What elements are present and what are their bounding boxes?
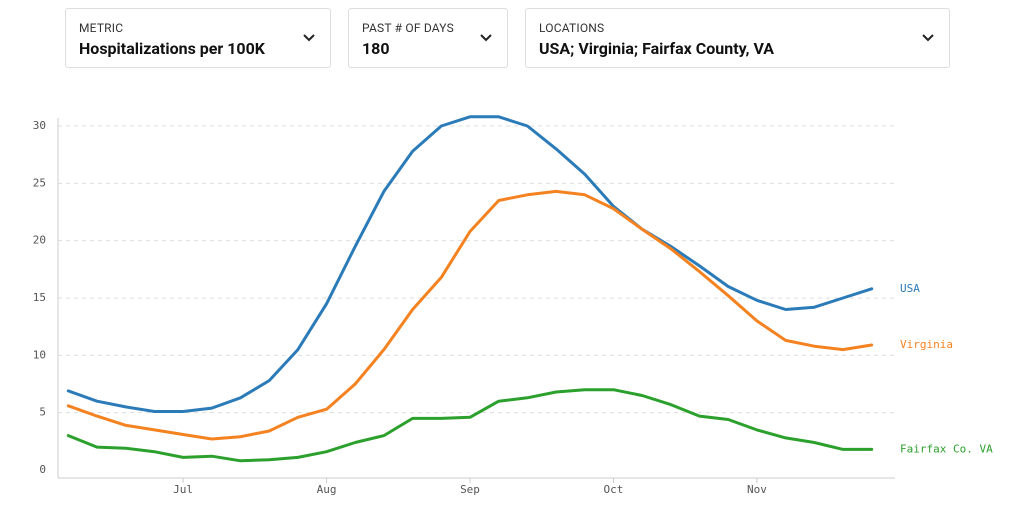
- dropdown-value: USA; Virginia; Fairfax County, VA: [539, 39, 775, 58]
- x-tick-label: Oct: [604, 483, 624, 496]
- x-tick-label: Jul: [173, 483, 193, 496]
- days-dropdown[interactable]: PAST # OF DAYS 180: [348, 8, 508, 68]
- y-tick-label: 5: [39, 406, 46, 419]
- dropdown-label: METRIC: [79, 21, 124, 35]
- series-label: USA: [900, 282, 920, 295]
- x-tick-label: Sep: [460, 483, 480, 496]
- chevron: [922, 34, 934, 42]
- dropdown-label: LOCATIONS: [539, 21, 605, 35]
- y-tick-label: 15: [33, 291, 46, 304]
- y-tick-label: 0: [39, 463, 46, 476]
- dropdown-value: Hospitalizations per 100K: [79, 39, 265, 58]
- x-tick-label: Aug: [317, 483, 337, 496]
- series-line: [66, 388, 874, 463]
- series-line: [66, 115, 874, 413]
- x-tick-label: Nov: [747, 483, 767, 496]
- dropdown-value: 180: [362, 39, 390, 58]
- chevron: [303, 34, 315, 42]
- series-line: [66, 189, 874, 441]
- chevron: [480, 34, 492, 42]
- series-label: Fairfax Co. VA: [900, 442, 993, 455]
- metric-dropdown[interactable]: METRIC Hospitalizations per 100K: [65, 8, 331, 68]
- y-tick-label: 10: [33, 348, 46, 361]
- y-tick-label: 25: [33, 176, 46, 189]
- locations-dropdown[interactable]: LOCATIONS USA; Virginia; Fairfax County,…: [525, 8, 950, 68]
- y-tick-label: 30: [33, 119, 46, 132]
- dropdown-label: PAST # OF DAYS: [362, 21, 454, 35]
- series-label: Virginia: [900, 338, 953, 351]
- y-tick-label: 20: [33, 234, 46, 247]
